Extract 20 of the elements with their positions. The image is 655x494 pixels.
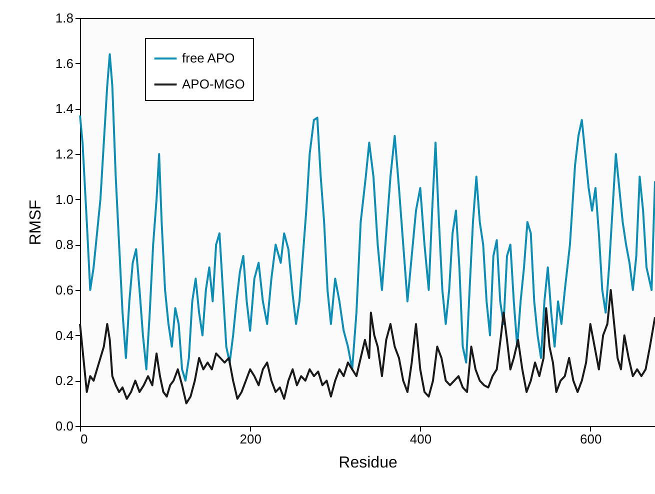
x-tick-label: 400 [410,432,432,446]
x-tick-label: 600 [580,432,602,446]
x-tick-label: 200 [240,432,262,446]
y-tick-label: 0.0 [55,418,74,434]
y-tick-label: 1.6 [55,56,74,71]
x-axis-title: Residue [338,454,398,472]
line-series [79,53,655,382]
y-tick-label: 1.0 [55,192,74,207]
y-tick-label: 1.4 [55,101,74,116]
y-tick-label: 0.2 [55,373,74,388]
y-axis-title: RMSF [27,200,44,246]
x-tick-label: 0 [80,432,88,446]
legend-label: free APO [182,50,235,66]
line-series [79,289,655,404]
y-tick-label: 0.8 [55,237,74,252]
y-tick-label: 0.4 [55,328,74,343]
y-tick-label: 1.2 [55,146,74,162]
legend-label: APO-MGO [182,76,245,92]
y-tick-label: 1.8 [55,10,74,26]
y-tick-label: 0.6 [55,282,74,298]
